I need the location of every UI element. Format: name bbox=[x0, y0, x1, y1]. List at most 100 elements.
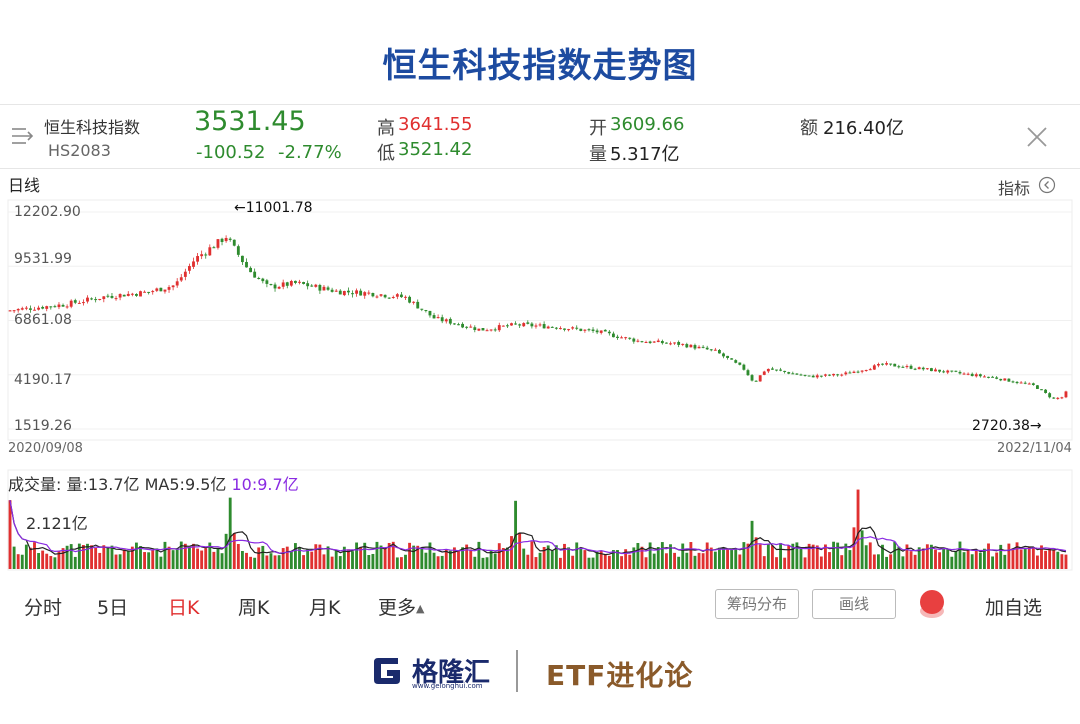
volume-bar bbox=[1040, 545, 1043, 569]
volume-bar bbox=[616, 550, 619, 569]
volume-bar bbox=[1015, 542, 1019, 569]
volume-bar bbox=[143, 552, 147, 569]
candle-body bbox=[338, 290, 342, 295]
volume-bar bbox=[359, 546, 363, 569]
volume-ma10-line bbox=[9, 500, 1067, 555]
candle-body bbox=[493, 329, 497, 331]
volume-bar bbox=[554, 545, 558, 569]
candle-body bbox=[245, 261, 248, 268]
high-value: 3641.55 bbox=[398, 114, 473, 135]
volume-bar bbox=[371, 553, 375, 569]
menu-icon[interactable] bbox=[10, 124, 34, 148]
candle-body bbox=[1035, 385, 1039, 389]
candle-body bbox=[514, 323, 518, 325]
volume-bar bbox=[925, 544, 929, 569]
volume-bar bbox=[611, 550, 615, 569]
volume-value: 5.317亿 bbox=[610, 144, 680, 165]
candle-body bbox=[232, 239, 236, 246]
volume-bar bbox=[803, 557, 807, 569]
tab-intraday[interactable]: 分时 bbox=[24, 597, 63, 619]
candle-body bbox=[204, 254, 208, 256]
candle-body bbox=[709, 349, 713, 351]
volume-bar bbox=[265, 555, 269, 569]
volume-bar bbox=[110, 545, 114, 569]
chevron-left-circle-icon[interactable] bbox=[1038, 176, 1056, 194]
candle-body bbox=[550, 326, 554, 328]
record-icon[interactable] bbox=[920, 590, 944, 614]
volume-bar bbox=[465, 544, 469, 569]
volume-bar bbox=[501, 548, 505, 569]
volume-bar bbox=[277, 555, 281, 569]
volume-bar bbox=[102, 545, 106, 569]
volume-bar bbox=[526, 554, 530, 569]
draw-line-button[interactable]: 画线 bbox=[812, 589, 896, 619]
tab-more[interactable]: 更多▲ bbox=[378, 593, 424, 620]
candle-body bbox=[901, 366, 905, 368]
volume-bar bbox=[281, 548, 285, 569]
add-favorite-button[interactable]: 加自选 bbox=[985, 597, 1043, 619]
volume-bar bbox=[257, 547, 261, 569]
volume-bar bbox=[558, 557, 562, 569]
volume-bar bbox=[346, 549, 350, 569]
candle-body bbox=[567, 329, 571, 331]
volume-bar bbox=[216, 548, 220, 569]
candle-body bbox=[416, 301, 420, 309]
candle-body bbox=[526, 322, 530, 324]
candle-body bbox=[90, 298, 94, 300]
volume-bar bbox=[905, 544, 909, 569]
candle-body bbox=[823, 374, 827, 376]
volume-bar bbox=[163, 541, 167, 569]
tab-daily-k[interactable]: 日K bbox=[168, 597, 200, 619]
volume-bar bbox=[1056, 551, 1060, 569]
candle-body bbox=[791, 373, 795, 375]
volume-bar bbox=[1003, 554, 1007, 569]
volume-bar bbox=[1048, 548, 1052, 569]
candle-body bbox=[57, 304, 61, 308]
volume-bar bbox=[192, 543, 195, 569]
volume-bar bbox=[306, 549, 310, 569]
candle-body bbox=[1048, 393, 1052, 398]
candle-body bbox=[974, 374, 978, 377]
volume-bar bbox=[779, 543, 783, 569]
candle-body bbox=[285, 282, 289, 286]
volume-bar bbox=[885, 556, 889, 569]
candle-body bbox=[28, 308, 32, 310]
candle-body bbox=[408, 296, 412, 303]
volume-bar bbox=[587, 557, 591, 569]
volume-bar bbox=[860, 530, 864, 569]
volume-bar bbox=[583, 550, 587, 569]
volume-bar bbox=[828, 552, 831, 569]
volume-bar bbox=[114, 554, 118, 569]
volume-bar bbox=[734, 548, 738, 569]
candle-body bbox=[452, 323, 456, 325]
tab-weekly-k[interactable]: 周K bbox=[238, 597, 270, 619]
volume-bar bbox=[139, 546, 142, 569]
candle-body bbox=[261, 278, 265, 282]
candle-body bbox=[954, 370, 958, 372]
indicator-button[interactable]: 指标 bbox=[998, 179, 1031, 198]
volume-bar bbox=[45, 553, 49, 569]
volume-bar bbox=[208, 542, 212, 569]
volume-bar bbox=[314, 544, 318, 569]
candle-body bbox=[905, 366, 909, 368]
tab-monthly-k[interactable]: 月K bbox=[309, 597, 341, 619]
x-start-date: 2020/09/08 bbox=[8, 441, 83, 456]
volume-bar bbox=[1027, 546, 1031, 569]
candle-body bbox=[77, 302, 81, 304]
close-icon[interactable] bbox=[1024, 124, 1050, 150]
candle-body bbox=[856, 371, 860, 373]
volume-bar bbox=[840, 555, 844, 569]
volume-bar bbox=[289, 551, 293, 569]
candle-body bbox=[351, 293, 354, 295]
volume-bar bbox=[628, 554, 632, 569]
candle-body bbox=[481, 328, 485, 331]
candle-body bbox=[807, 375, 811, 377]
candle-body bbox=[836, 374, 840, 376]
chips-distribution-button[interactable]: 筹码分布 bbox=[715, 589, 799, 619]
candle-body bbox=[991, 376, 995, 378]
volume-bar bbox=[660, 542, 664, 569]
candle-body bbox=[171, 285, 175, 288]
volume-bar bbox=[677, 556, 681, 569]
candle-body bbox=[465, 326, 469, 328]
tab-5day[interactable]: 5日 bbox=[97, 597, 129, 619]
